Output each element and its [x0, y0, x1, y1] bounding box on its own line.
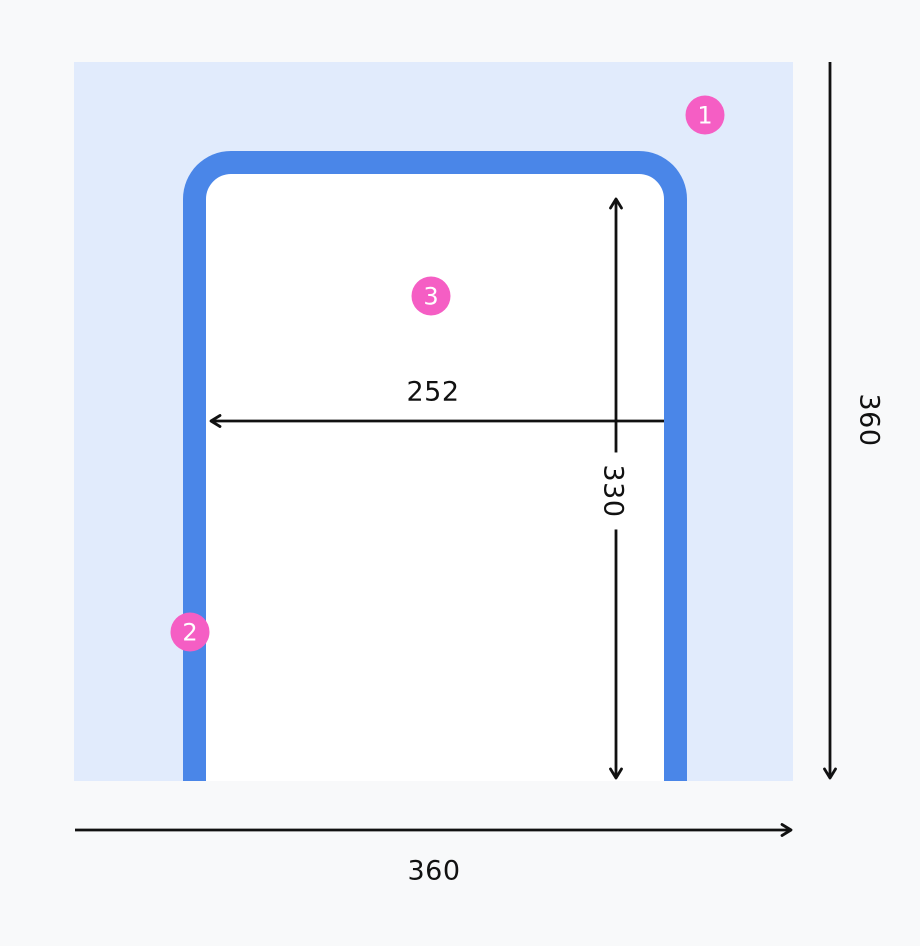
label-outer-width: 360 — [407, 855, 461, 887]
marker-badge-2-label: 2 — [182, 618, 198, 646]
marker-badge-1-label: 1 — [697, 101, 713, 129]
label-content-height: 330 — [597, 452, 629, 530]
label-outer-height: 360 — [853, 393, 885, 447]
label-content-width: 252 — [406, 376, 460, 408]
marker-badge-3: 3 — [411, 276, 451, 316]
marker-badge-1: 1 — [685, 95, 725, 135]
marker-badge-3-label: 3 — [423, 282, 439, 310]
marker-badge-2: 2 — [170, 612, 210, 652]
margin-region — [74, 62, 793, 781]
